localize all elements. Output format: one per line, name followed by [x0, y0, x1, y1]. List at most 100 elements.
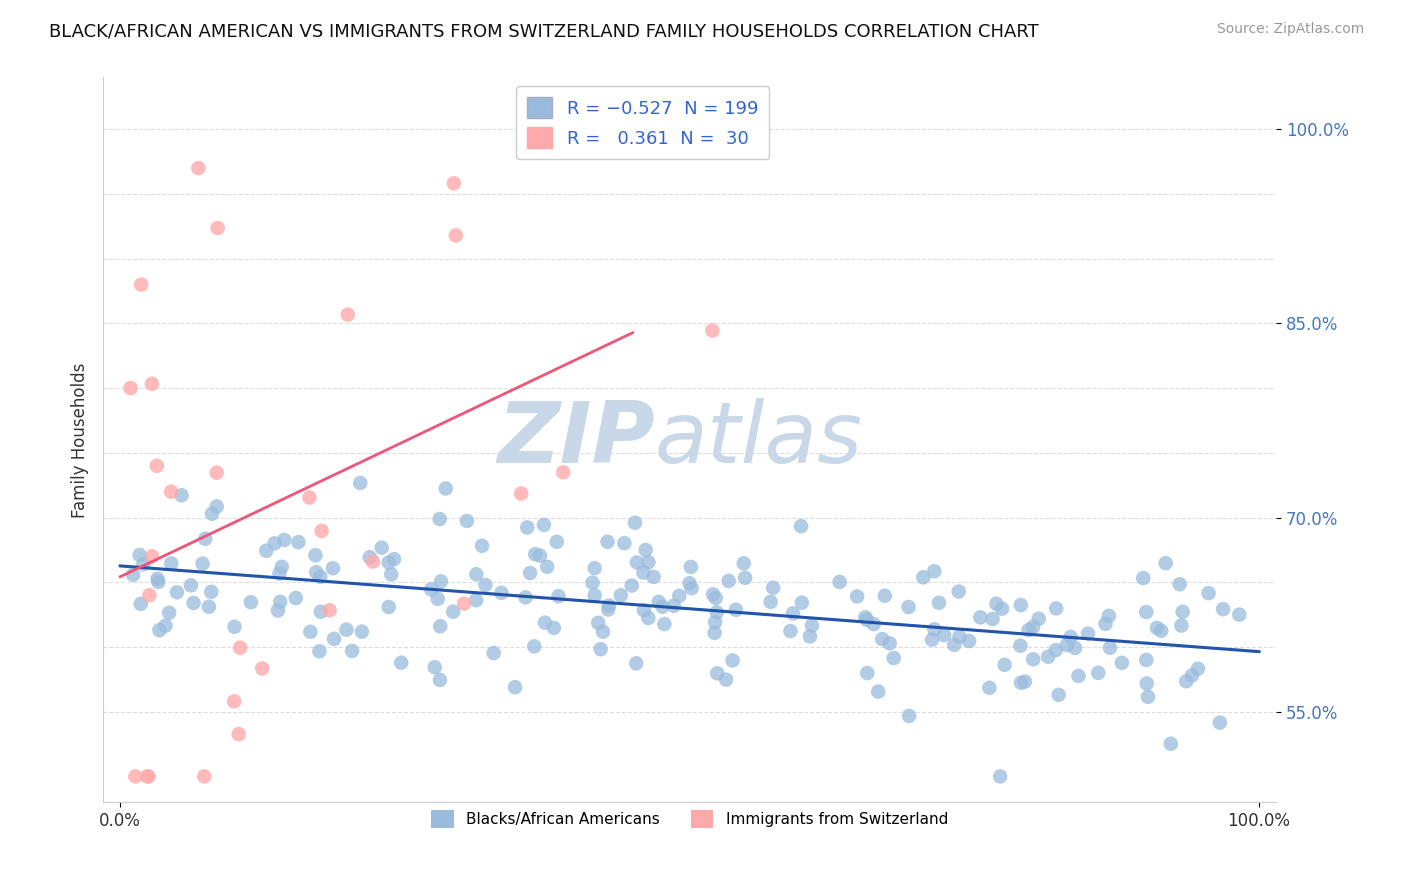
Point — [613, 536, 636, 550]
Point — [898, 709, 921, 723]
Point — [1028, 612, 1050, 626]
Point — [201, 507, 224, 521]
Point — [311, 524, 333, 538]
Point — [1064, 640, 1087, 655]
Point — [519, 566, 541, 580]
Point — [322, 561, 344, 575]
Point — [588, 122, 610, 136]
Point — [706, 666, 728, 681]
Y-axis label: Family Households: Family Households — [72, 362, 89, 517]
Point — [856, 666, 879, 681]
Point — [191, 557, 214, 571]
Point — [1098, 608, 1121, 623]
Point — [423, 660, 446, 674]
Point — [224, 694, 246, 708]
Point — [800, 618, 823, 632]
Point — [491, 586, 513, 600]
Point — [733, 557, 755, 571]
Point — [510, 486, 533, 500]
Point — [124, 769, 146, 783]
Point — [846, 590, 869, 604]
Point — [146, 458, 169, 473]
Point — [1014, 674, 1036, 689]
Point — [252, 661, 274, 675]
Point — [943, 638, 966, 652]
Point — [148, 574, 170, 589]
Point — [1056, 638, 1078, 652]
Point — [349, 475, 371, 490]
Point — [1187, 662, 1209, 676]
Point — [370, 541, 392, 555]
Point — [318, 603, 340, 617]
Point — [270, 559, 292, 574]
Point — [633, 566, 655, 580]
Point — [1010, 675, 1032, 690]
Point — [668, 589, 690, 603]
Point — [1022, 652, 1045, 666]
Point — [1132, 571, 1154, 585]
Point — [586, 615, 609, 630]
Point — [138, 588, 160, 602]
Point — [503, 680, 526, 694]
Point — [924, 622, 946, 636]
Point — [465, 567, 488, 582]
Point — [377, 556, 399, 570]
Point — [515, 591, 537, 605]
Point — [1111, 656, 1133, 670]
Point — [198, 599, 221, 614]
Point — [1168, 577, 1191, 591]
Point — [456, 514, 478, 528]
Point — [592, 624, 614, 639]
Legend: Blacks/African Americans, Immigrants from Switzerland: Blacks/African Americans, Immigrants fro… — [425, 804, 955, 835]
Point — [429, 512, 451, 526]
Point — [988, 769, 1011, 783]
Point — [724, 603, 747, 617]
Point — [703, 626, 725, 640]
Point — [1077, 626, 1099, 640]
Point — [581, 575, 603, 590]
Point — [138, 769, 160, 783]
Point — [620, 578, 643, 592]
Point — [193, 769, 215, 783]
Text: Source: ZipAtlas.com: Source: ZipAtlas.com — [1216, 22, 1364, 37]
Point — [305, 566, 328, 580]
Point — [870, 632, 893, 647]
Point — [148, 623, 170, 637]
Point — [1136, 690, 1159, 704]
Point — [704, 591, 727, 605]
Point — [1036, 649, 1059, 664]
Point — [969, 610, 991, 624]
Point — [928, 596, 950, 610]
Point — [183, 596, 205, 610]
Point — [934, 628, 956, 642]
Point — [205, 500, 228, 514]
Point — [1136, 676, 1159, 690]
Point — [304, 548, 326, 562]
Point — [583, 561, 606, 575]
Point — [626, 556, 648, 570]
Point — [706, 605, 728, 619]
Text: BLACK/AFRICAN AMERICAN VS IMMIGRANTS FROM SWITZERLAND FAMILY HOUSEHOLDS CORRELAT: BLACK/AFRICAN AMERICAN VS IMMIGRANTS FRO… — [49, 22, 1039, 40]
Point — [200, 584, 222, 599]
Point — [380, 567, 402, 582]
Point — [553, 465, 575, 479]
Point — [957, 634, 980, 648]
Point — [643, 570, 665, 584]
Point — [160, 484, 183, 499]
Point — [229, 640, 252, 655]
Point — [434, 482, 457, 496]
Point — [1098, 640, 1121, 655]
Point — [782, 607, 804, 621]
Point — [323, 632, 346, 646]
Point — [263, 536, 285, 550]
Point — [443, 177, 465, 191]
Point — [1209, 715, 1232, 730]
Point — [948, 584, 970, 599]
Point — [122, 567, 145, 582]
Point — [828, 574, 851, 589]
Point — [948, 630, 970, 644]
Point — [141, 376, 163, 391]
Point — [254, 543, 277, 558]
Point — [1045, 643, 1067, 657]
Point — [897, 599, 920, 614]
